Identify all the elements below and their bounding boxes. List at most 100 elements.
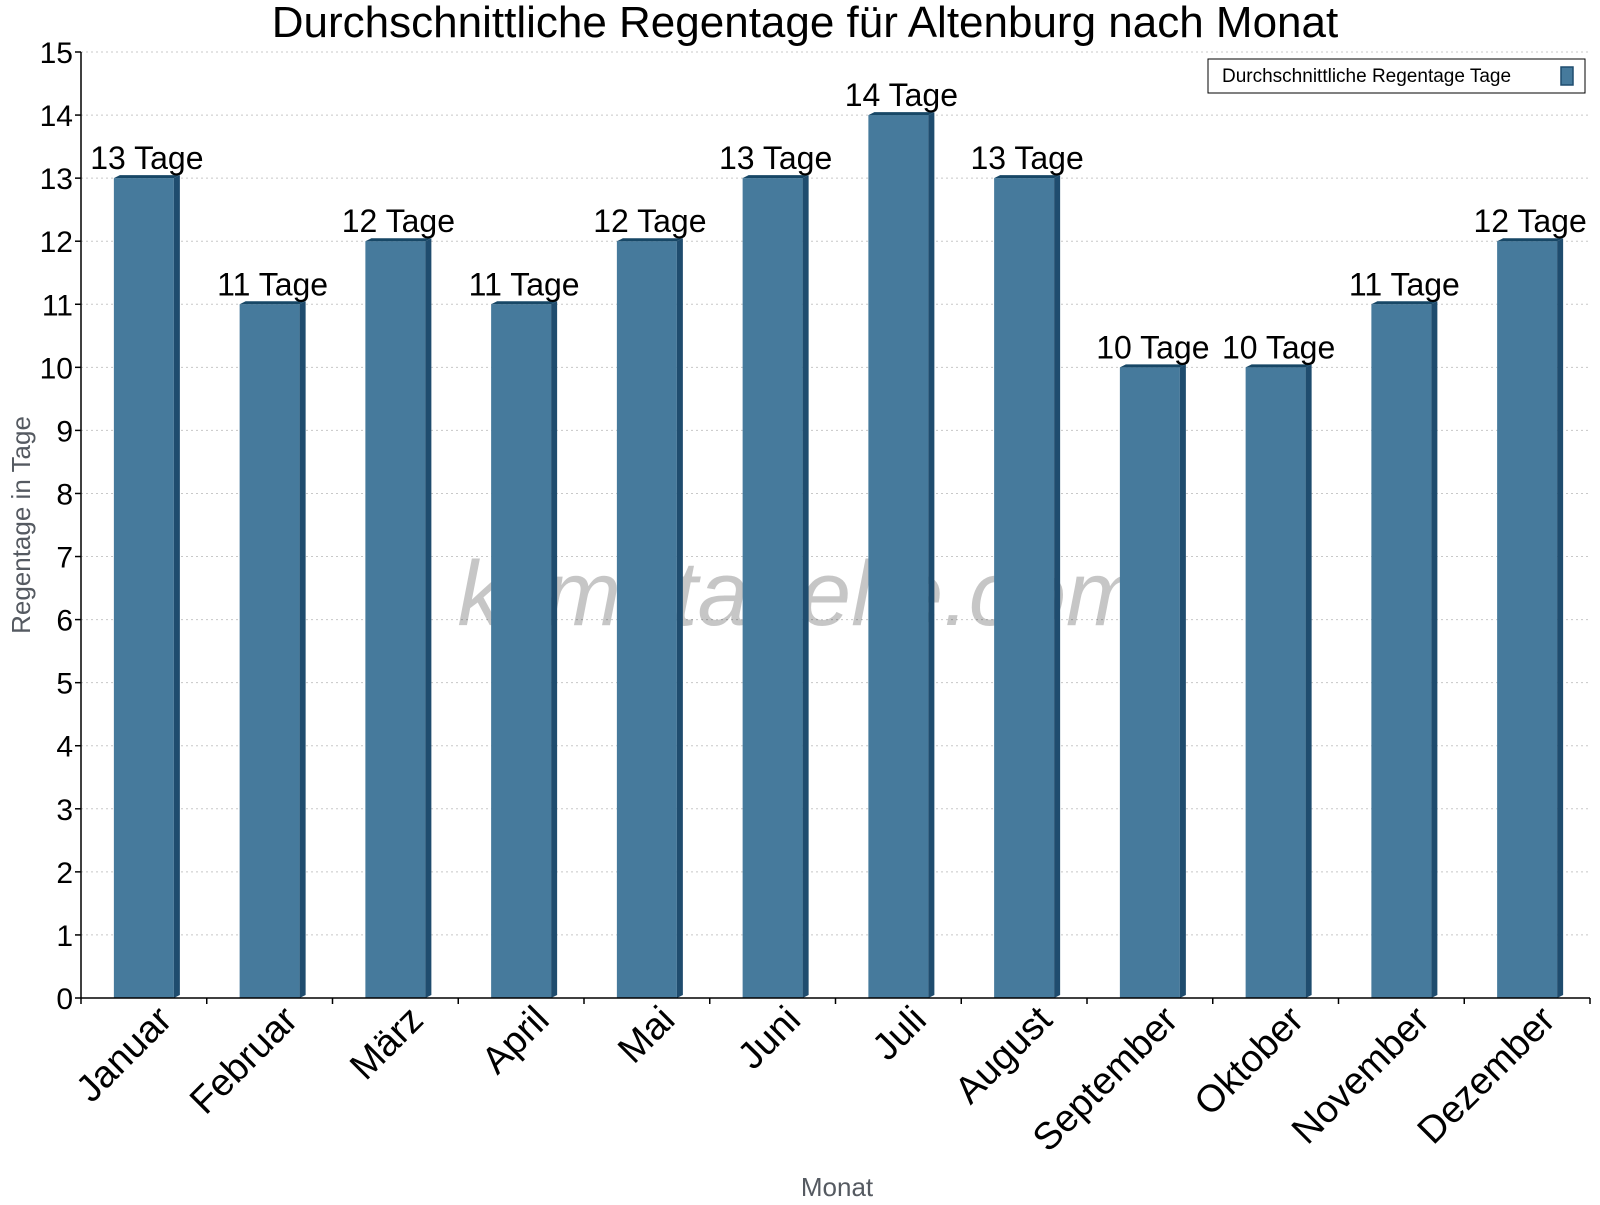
bar-top — [1371, 301, 1438, 305]
data-labels: 13 Tage 11 Tage 12 Tage 11 Tage 12 Tage 13 Ta… — [90, 77, 1587, 365]
data-label: 13 Tage — [970, 140, 1083, 176]
data-label: 12 Tage — [593, 203, 706, 239]
y-tick-label: 10 — [40, 352, 73, 385]
x-tick-label: Juni — [730, 999, 809, 1078]
x-tick-label: Januar — [68, 998, 180, 1110]
bar-top — [1119, 364, 1186, 368]
bar-top — [868, 112, 935, 116]
y-tick-label: 11 — [42, 289, 73, 322]
bar-front — [113, 178, 174, 999]
bar-januar — [113, 175, 180, 999]
bar-top — [1245, 364, 1312, 368]
bar-oktober — [1245, 364, 1312, 998]
bar-top — [239, 301, 306, 305]
bar-side — [1054, 175, 1061, 999]
y-tick-label: 0 — [56, 983, 73, 1016]
y-tick-label: 2 — [56, 857, 73, 890]
bar-front — [1119, 367, 1180, 998]
bar-top — [113, 175, 180, 179]
bar-side — [676, 238, 683, 998]
x-tick-label: Februar — [182, 998, 306, 1122]
bar-top — [365, 238, 432, 242]
bar-front — [616, 241, 677, 998]
bar-side — [299, 301, 306, 998]
y-tick-label: 6 — [56, 605, 73, 638]
axes — [80, 52, 1590, 999]
bar-side — [802, 175, 809, 999]
gridlines — [81, 51, 1590, 936]
x-tick-label: Mai — [610, 999, 683, 1072]
bar-front — [239, 304, 300, 998]
bar-side — [1179, 364, 1186, 998]
x-tick-label: Dezember — [1410, 998, 1564, 1152]
bar-side — [425, 238, 432, 998]
x-tick-label: April — [474, 999, 557, 1082]
bar-top — [616, 238, 683, 242]
bar-top — [1497, 238, 1564, 242]
data-label: 10 Tage — [1222, 329, 1335, 365]
bar-side — [1557, 238, 1564, 998]
bar-top — [742, 175, 809, 179]
bar-top — [491, 301, 558, 305]
y-tick-label: 9 — [56, 415, 73, 448]
y-tick-label: 14 — [40, 100, 73, 133]
bar-side — [551, 301, 558, 998]
y-tick-label: 13 — [40, 163, 73, 196]
bar-front — [365, 241, 426, 998]
y-tick-label: 12 — [40, 226, 73, 259]
data-label: 11 Tage — [469, 266, 580, 302]
bars — [113, 112, 1564, 999]
y-tick-label: 8 — [56, 478, 73, 511]
legend-label: Durchschnittliche Regentage Tage — [1222, 66, 1511, 87]
y-tick-label: 4 — [56, 731, 73, 764]
bar-side — [1305, 364, 1312, 998]
bar-side — [928, 112, 935, 999]
data-label: 11 Tage — [1349, 266, 1460, 302]
x-axis-ticks: Januar Februar März April Mai Juni Juli AugustS… — [68, 998, 1591, 1160]
bar-april — [491, 301, 558, 998]
x-tick-label: Oktober — [1187, 998, 1313, 1124]
x-axis-title: Monat — [801, 1172, 874, 1200]
bar-februar — [239, 301, 306, 998]
data-label: 13 Tage — [719, 140, 832, 176]
y-axis-title: Regentage in Tage — [6, 416, 36, 634]
bar-front — [1245, 367, 1306, 998]
bar-front — [868, 115, 929, 999]
bar-top — [994, 175, 1061, 179]
bar-märz — [365, 238, 432, 998]
legend-swatch — [1560, 66, 1574, 86]
y-tick-label: 7 — [56, 542, 73, 575]
x-tick-label: November — [1284, 998, 1438, 1152]
bar-september — [1119, 364, 1186, 998]
bar-juli — [868, 112, 935, 999]
legend: Durchschnittliche Regentage Tage — [1207, 58, 1586, 94]
bar-front — [491, 304, 552, 998]
data-label: 12 Tage — [342, 203, 455, 239]
data-label: 13 Tage — [90, 140, 203, 176]
bar-side — [1431, 301, 1438, 998]
legend-box — [1207, 58, 1586, 94]
bar-juni — [742, 175, 809, 999]
x-tick-label: März — [342, 999, 431, 1088]
bar-front — [1497, 241, 1558, 998]
data-label: 12 Tage — [1473, 203, 1586, 239]
bar-front — [742, 178, 803, 999]
y-tick-label: 3 — [56, 794, 73, 827]
x-tick-label: August — [947, 998, 1061, 1112]
bar-front — [994, 178, 1055, 999]
data-label: 11 Tage — [217, 266, 328, 302]
y-tick-label: 1 — [56, 920, 73, 953]
chart-title: Durchschnittliche Regentage für Altenbur… — [272, 0, 1338, 47]
data-label: 14 Tage — [845, 77, 958, 113]
bar-november — [1371, 301, 1438, 998]
y-tick-label: 15 — [40, 37, 73, 70]
bar-side — [173, 175, 180, 999]
x-tick-label: Juli — [865, 999, 935, 1069]
bar-dezember — [1497, 238, 1564, 998]
y-tick-label: 5 — [56, 668, 73, 701]
data-label: 10 Tage — [1096, 329, 1209, 365]
bar-front — [1371, 304, 1432, 998]
